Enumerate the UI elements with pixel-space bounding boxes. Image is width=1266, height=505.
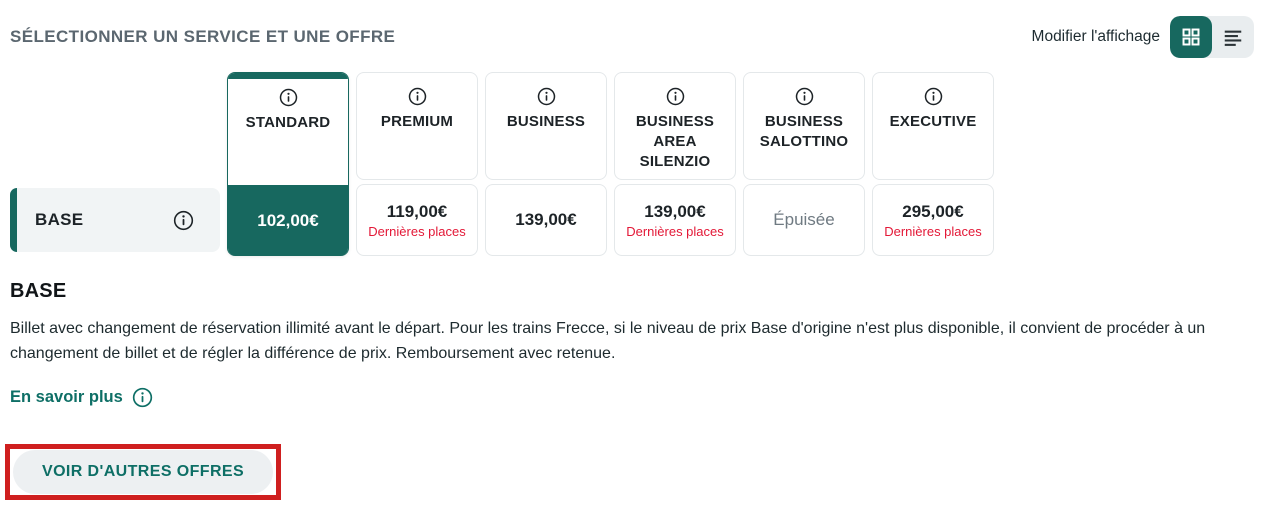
service-header[interactable]: BUSINESS bbox=[485, 72, 607, 180]
service-info-icon[interactable] bbox=[924, 87, 943, 106]
price-cell[interactable]: Épuisée bbox=[743, 184, 865, 256]
other-offers-button[interactable]: VOIR D'AUTRES OFFRES bbox=[13, 450, 274, 494]
service-info-icon[interactable] bbox=[408, 87, 427, 106]
header-bar: SÉLECTIONNER UN SERVICE ET UNE OFFRE Mod… bbox=[10, 14, 1254, 60]
page-title: SÉLECTIONNER UN SERVICE ET UNE OFFRE bbox=[10, 27, 396, 46]
service-name: BUSINESS bbox=[506, 113, 586, 130]
display-mode-label: Modifier l'affichage bbox=[1031, 28, 1160, 45]
price-cell[interactable]: 139,00€ bbox=[485, 184, 607, 256]
service-name: BUSINESS AREA SILENZIO bbox=[635, 113, 715, 170]
service-column-business-salottino: BUSINESS SALOTTINO Épuisée bbox=[743, 72, 865, 256]
service-info-icon[interactable] bbox=[279, 88, 298, 107]
offers-table: BASE STANDARD 102,00€ PREMIU bbox=[10, 72, 1254, 256]
service-name: BUSINESS SALOTTINO bbox=[759, 113, 849, 150]
service-info-icon[interactable] bbox=[666, 87, 685, 106]
view-toggle bbox=[1170, 16, 1254, 58]
grid-view-icon bbox=[1180, 26, 1202, 48]
price-value: 295,00€ bbox=[902, 201, 964, 221]
service-name: STANDARD bbox=[245, 114, 331, 131]
service-column-standard: STANDARD 102,00€ bbox=[227, 72, 349, 256]
offer-details-description: Billet avec changement de réservation il… bbox=[10, 320, 1206, 362]
price-value: 119,00€ bbox=[386, 201, 448, 221]
price-cell[interactable]: 139,00€ Dernières places bbox=[614, 184, 736, 256]
service-info-icon[interactable] bbox=[537, 87, 556, 106]
offer-details: BASE Billet avec changement de réservati… bbox=[5, 280, 1254, 500]
availability-note: Dernières places bbox=[884, 223, 982, 239]
display-control: Modifier l'affichage bbox=[1032, 16, 1254, 58]
soldout-label: Épuisée bbox=[773, 210, 835, 229]
service-card-selected[interactable]: STANDARD 102,00€ bbox=[227, 72, 349, 256]
offer-row-label: BASE bbox=[35, 210, 84, 229]
learn-more-info-icon bbox=[132, 387, 153, 408]
service-header[interactable]: EXECUTIVE bbox=[872, 72, 994, 180]
service-header[interactable]: PREMIUM bbox=[356, 72, 478, 180]
learn-more-link[interactable]: En savoir plus bbox=[10, 387, 153, 408]
learn-more-label: En savoir plus bbox=[10, 388, 123, 406]
price-value: 102,00€ bbox=[257, 210, 319, 230]
service-column-executive: EXECUTIVE 295,00€ Dernières places bbox=[872, 72, 994, 256]
list-view-button[interactable] bbox=[1212, 16, 1254, 58]
offer-details-heading: BASE bbox=[10, 280, 67, 302]
label-spacer bbox=[10, 72, 220, 184]
service-name: EXECUTIVE bbox=[889, 113, 977, 130]
grid-view-button[interactable] bbox=[1170, 16, 1212, 58]
list-view-icon bbox=[1222, 26, 1244, 48]
price-value: 139,00€ bbox=[644, 201, 706, 221]
service-header: STANDARD bbox=[228, 79, 348, 185]
price-cell[interactable]: 295,00€ Dernières places bbox=[872, 184, 994, 256]
service-column-business: BUSINESS 139,00€ bbox=[485, 72, 607, 256]
service-header[interactable]: BUSINESS SALOTTINO bbox=[743, 72, 865, 180]
service-info-icon[interactable] bbox=[795, 87, 814, 106]
availability-note: Dernières places bbox=[626, 223, 724, 239]
availability-note: Dernières places bbox=[368, 223, 466, 239]
service-column-business-area-silenzio: BUSINESS AREA SILENZIO 139,00€ Dernières p… bbox=[614, 72, 736, 256]
service-name: PREMIUM bbox=[380, 113, 454, 130]
offer-row-base[interactable]: BASE bbox=[10, 188, 220, 252]
offer-label-column: BASE bbox=[10, 72, 220, 252]
offer-info-icon[interactable] bbox=[173, 210, 194, 231]
price-cell[interactable]: 119,00€ Dernières places bbox=[356, 184, 478, 256]
price-value: 139,00€ bbox=[515, 210, 577, 229]
annotation-highlight-box: VOIR D'AUTRES OFFRES bbox=[5, 444, 282, 500]
selected-top-bar bbox=[228, 73, 348, 79]
service-header[interactable]: BUSINESS AREA SILENZIO bbox=[614, 72, 736, 180]
service-column-premium: PREMIUM 119,00€ Dernières places bbox=[356, 72, 478, 256]
price-cell-selected[interactable]: 102,00€ bbox=[228, 185, 348, 256]
